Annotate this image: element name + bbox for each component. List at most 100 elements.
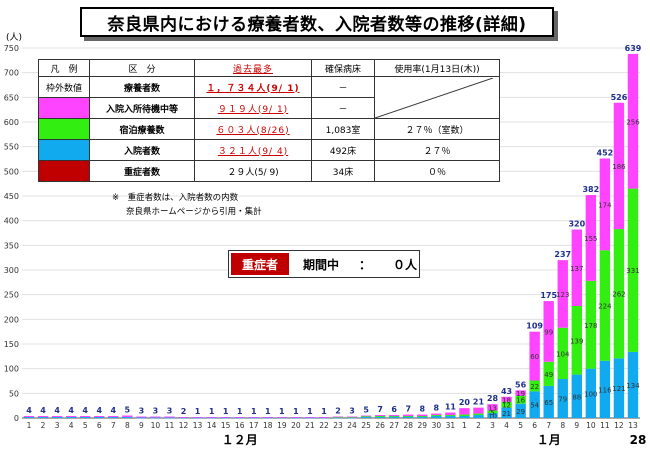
bar-segment [627, 188, 639, 352]
legend-swatch-darkred [38, 160, 90, 182]
segment-label: 262 [612, 291, 625, 299]
bar-total-label: 4 [26, 406, 32, 415]
segment-label: 256 [626, 118, 640, 126]
bar-segment [94, 416, 105, 418]
legend-beds: 34床 [311, 160, 375, 182]
segment-label: 116 [598, 386, 612, 394]
bar-total-label: 43 [501, 387, 512, 396]
bar-segment [501, 407, 512, 418]
bar-total-label: 8 [420, 405, 426, 414]
bar-total-label: 11 [445, 403, 457, 412]
segment-label: 155 [584, 235, 597, 243]
bar-segment [571, 374, 582, 418]
bar-total-label: 382 [582, 185, 599, 194]
segment-label: 29 [516, 408, 525, 416]
severe-period: 期間中 [303, 257, 340, 272]
x-tick-label: 11 [600, 421, 610, 430]
legend-table: 凡 例 区 分 過去最多 確保病床 使用率(1月13日(木)) 枠外数値 療養者… [38, 59, 500, 182]
bar-total-label: 1 [209, 407, 215, 416]
y-tick-label: 350 [4, 241, 19, 250]
legend-category: 宿泊療養数 [89, 118, 195, 140]
x-tick-label: 18 [263, 421, 273, 430]
bar-segment [487, 410, 498, 414]
bar-segment [431, 416, 442, 418]
x-tick-label: 29 [418, 421, 428, 430]
x-tick-label: 16 [235, 421, 245, 430]
bar-total-label: 1 [279, 407, 285, 416]
segment-label: 178 [584, 322, 597, 330]
x-tick-label: 5 [518, 421, 523, 430]
segment-label: 174 [598, 201, 612, 209]
x-tick-label: 17 [249, 421, 259, 430]
bar-segment [529, 391, 540, 418]
bar-segment [445, 412, 456, 416]
legend-row-severe: 重症者数 ２９人(5/ 9) 34床 ０％ [38, 160, 500, 182]
bar-segment [557, 379, 568, 418]
bar-segment [206, 417, 217, 418]
x-tick-label: 28 [403, 421, 413, 430]
x-tick-label: 19 [277, 421, 287, 430]
bar-segment [178, 417, 189, 418]
x-tick-label: 3 [55, 421, 60, 430]
bar-segment [515, 395, 526, 404]
legend-swatch-magenta [38, 97, 90, 119]
legend-header-legend: 凡 例 [38, 59, 90, 77]
segment-label: 12 [502, 402, 511, 410]
legend-swatch-outside: 枠外数値 [38, 76, 90, 98]
segment-label: 88 [572, 393, 581, 401]
bar-segment [627, 53, 639, 189]
segment-label: 104 [556, 350, 570, 358]
bar-total-label: 21 [473, 398, 485, 407]
bar-segment [613, 358, 625, 418]
x-tick-label: 10 [151, 421, 161, 430]
bar-total-label: 1 [237, 407, 243, 416]
bar-segment [529, 331, 540, 381]
bar-segment [431, 413, 442, 416]
bar-segment [80, 416, 91, 418]
segment-label: 79 [558, 396, 567, 404]
bar-segment [403, 414, 414, 417]
x-tick-label: 13 [193, 421, 203, 430]
bar-segment [473, 413, 484, 416]
x-tick-label: 12 [614, 421, 624, 430]
bar-segment [543, 385, 554, 418]
legend-past-max-text: ６０３人(8/26) [216, 125, 290, 136]
bar-total-label: 175 [540, 291, 557, 300]
bar-segment [515, 403, 526, 418]
bar-segment [192, 417, 203, 419]
legend-header-category: 区 分 [89, 59, 195, 77]
bar-segment [417, 416, 428, 417]
bar-total-label: 7 [405, 405, 411, 414]
legend-beds: 492床 [311, 139, 375, 161]
y-tick-label: 300 [4, 266, 19, 275]
bar-segment [557, 327, 568, 380]
bar-total-label: 639 [625, 44, 642, 53]
legend-past-max-text: ３２１人(9/ 4) [217, 146, 289, 157]
bar-segment [360, 415, 372, 417]
bar-segment [318, 417, 330, 418]
x-tick-label: 11 [165, 421, 175, 430]
bar-segment [276, 417, 288, 418]
bar-segment [417, 416, 428, 418]
x-tick-label: 22 [319, 421, 329, 430]
bar-segment [346, 416, 358, 418]
x-tick-label: 15 [221, 421, 231, 430]
segment-label: 331 [626, 267, 639, 275]
y-tick-label: 600 [4, 118, 19, 127]
legend-category: 重症者数 [89, 160, 195, 182]
bar-segment [332, 417, 344, 419]
month-label: １月 [537, 433, 561, 447]
bar-segment [164, 417, 175, 419]
bar-segment [515, 390, 526, 396]
legend-header-past-max: 過去最多 [194, 59, 312, 77]
x-tick-label: 2 [41, 421, 46, 430]
bar-segment [65, 416, 77, 418]
legend-swatch-blue [38, 139, 90, 161]
segment-label: 5 [490, 409, 494, 417]
segment-label: 134 [626, 382, 640, 390]
bar-segment [487, 404, 498, 411]
bar-total-label: 1 [195, 407, 201, 416]
legend-row-hospital: 入院者数 ３２１人(9/ 4) 492床 ２７％ [38, 139, 500, 161]
x-tick-label: 9 [574, 421, 579, 430]
